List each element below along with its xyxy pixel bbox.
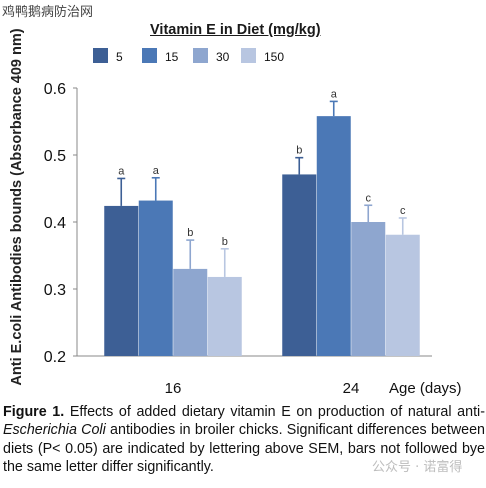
significance-letter: c <box>400 205 406 217</box>
caption-lead: Figure 1. <box>3 404 65 420</box>
significance-letter: b <box>296 145 302 157</box>
significance-letter: b <box>222 236 228 248</box>
legend: 5 15 30 150 <box>93 48 284 64</box>
caption-italic: Escherichia Coli <box>3 422 106 439</box>
plot-area: a b a a b c b c <box>76 88 432 357</box>
bar-5-day-24 <box>282 174 317 356</box>
watermark-top: 鸡鸭鹅病防治网 <box>2 5 94 20</box>
chart-title: Vitamin E in Diet (mg/kg) <box>150 22 321 38</box>
y-axis-ticks: 0.2 0.3 0.4 0.5 0.6 <box>44 81 77 366</box>
significance-letter: a <box>153 165 160 177</box>
caption-text-1: Effects of added dietary vitamin E on pr… <box>64 404 485 420</box>
x-tick-label: 16 <box>165 380 182 397</box>
bar-30-day-24 <box>351 222 386 356</box>
y-tick-label: 0.3 <box>44 282 66 299</box>
significance-letter: b <box>187 227 193 239</box>
y-axis-label: Anti E.coli Antibodies bounds (Absorbanc… <box>9 28 25 385</box>
significance-letter: a <box>118 165 125 177</box>
caption-text-2: antibodies in broiler chicks. Significan… <box>3 422 485 475</box>
y-tick-label: 0.4 <box>44 215 66 232</box>
legend-label: 150 <box>264 50 284 64</box>
bar-15-day-16 <box>138 200 173 356</box>
y-tick-label: 0.5 <box>44 148 66 165</box>
watermark-bottom: 公众号 · 诺富得 <box>372 460 463 475</box>
x-axis-label: Age (days) <box>389 380 462 397</box>
bar-30-day-16 <box>173 268 208 356</box>
bar-15-day-24 <box>316 116 351 356</box>
legend-label: 5 <box>116 50 123 64</box>
legend-swatch-15 <box>142 48 157 63</box>
significance-letter: c <box>366 192 372 204</box>
bar-5-day-16 <box>104 205 139 356</box>
y-tick-label: 0.6 <box>44 81 66 98</box>
figure-caption: Figure 1. Effects of added dietary vitam… <box>3 403 485 476</box>
legend-label: 15 <box>165 50 179 64</box>
y-tick-label: 0.2 <box>44 349 66 366</box>
x-tick-label: 24 <box>343 380 360 397</box>
legend-swatch-150 <box>241 48 256 63</box>
x-axis-ticks: 16 24 <box>165 380 360 397</box>
significance-letter: a <box>331 88 338 100</box>
legend-label: 30 <box>216 50 230 64</box>
legend-swatch-5 <box>93 48 108 63</box>
bar-chart: 5 15 30 150 Anti E.coli Antibodies bounds (… <box>9 28 462 397</box>
legend-swatch-30 <box>193 48 208 63</box>
bar-150-day-16 <box>207 276 242 356</box>
bar-150-day-24 <box>385 234 420 356</box>
